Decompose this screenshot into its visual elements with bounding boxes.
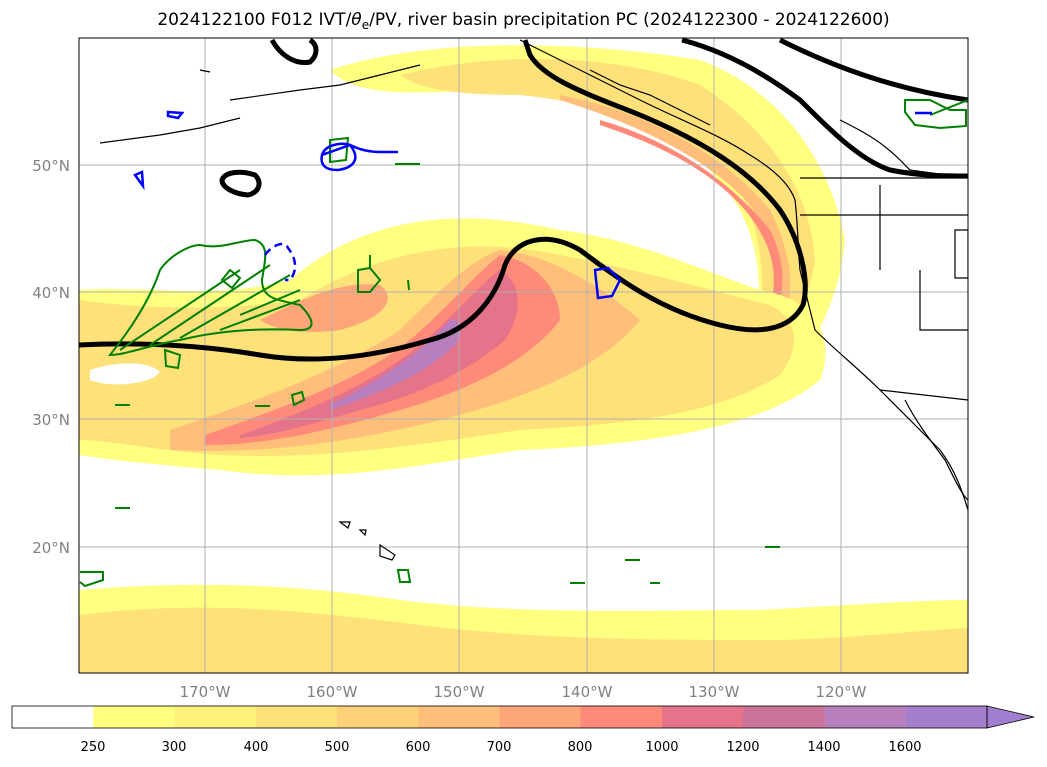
- ivt-shading-south: [79, 584, 968, 673]
- pv-contours-green: [79, 99, 968, 588]
- colorbar-cells: [12, 706, 988, 728]
- colorbar-tick-400: 400: [244, 740, 269, 755]
- colorbar-tick-600: 600: [406, 740, 431, 755]
- colorbar-tick-800: 800: [568, 740, 593, 755]
- colorbar-cell: [12, 706, 94, 728]
- colorbar-tick-1400: 1400: [807, 740, 840, 755]
- ivt-shading-north: [330, 45, 845, 390]
- map-frame: [78, 37, 969, 674]
- colorbar-cell: [93, 706, 175, 728]
- colorbar-tick-1600: 1600: [888, 740, 921, 755]
- colorbar-extend-arrow: [986, 705, 1035, 729]
- colorbar-tick-labels: 250 300 400 500 600 700 800 1000 1200 14…: [81, 740, 922, 755]
- colorbar-tick-500: 500: [325, 740, 350, 755]
- graticule: [79, 38, 968, 673]
- lon-label-120w: 120°W: [816, 683, 867, 701]
- colorbar-cell: [499, 706, 582, 728]
- lon-label-130w: 130°W: [689, 683, 740, 701]
- map-panel: [79, 38, 968, 673]
- colorbar-cell: [418, 706, 500, 728]
- lat-label-30n: 30°N: [32, 411, 70, 429]
- lat-label-50n: 50°N: [32, 157, 70, 175]
- colorbar-cell: [662, 706, 744, 728]
- colorbar-cell: [824, 706, 907, 728]
- theta-e-contours: [79, 38, 968, 362]
- colorbar-cell: [580, 706, 663, 728]
- colorbar-cell: [174, 706, 257, 728]
- lon-label-150w: 150°W: [434, 683, 485, 701]
- lon-labels: 170°W 160°W 150°W 140°W 130°W 120°W: [180, 683, 867, 701]
- colorbar-frame: [11, 705, 988, 729]
- map-title: 2024122100 F012 IVT/θe/PV, river basin p…: [157, 10, 890, 32]
- colorbar-tick-1000: 1000: [645, 740, 678, 755]
- colorbar-tick-250: 250: [81, 740, 106, 755]
- lat-label-20n: 20°N: [32, 539, 70, 557]
- lon-label-160w: 160°W: [307, 683, 358, 701]
- pv-contours-blue: [133, 110, 932, 300]
- lat-labels: 50°N 40°N 30°N 20°N: [32, 157, 70, 557]
- colorbar: 250 300 400 500 600 700 800 1000 1200 14…: [11, 705, 1035, 755]
- colorbar-tick-1200: 1200: [726, 740, 759, 755]
- colorbar-cell: [743, 706, 825, 728]
- lon-label-140w: 140°W: [562, 683, 613, 701]
- lon-label-170w: 170°W: [180, 683, 231, 701]
- colorbar-tick-700: 700: [487, 740, 512, 755]
- ivt-shading-main: [79, 218, 826, 476]
- colorbar-cell: [337, 706, 419, 728]
- lat-label-40n: 40°N: [32, 284, 70, 302]
- colorbar-cell: [255, 706, 338, 728]
- colorbar-cell: [905, 706, 988, 728]
- colorbar-tick-300: 300: [162, 740, 187, 755]
